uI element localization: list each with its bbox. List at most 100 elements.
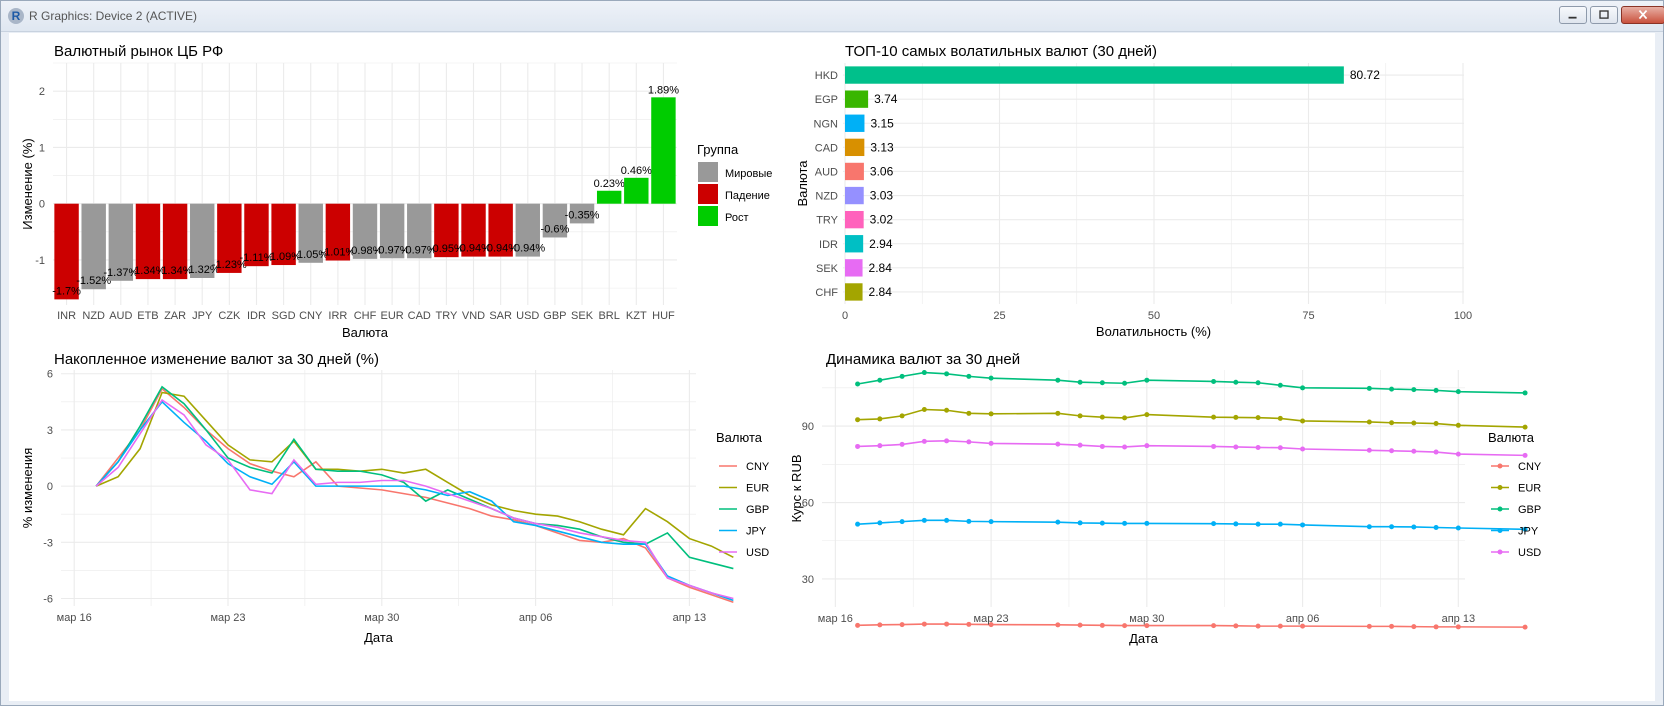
y-axis-title: Курс к RUB xyxy=(789,454,804,522)
bar-sek xyxy=(845,259,863,277)
y-tick-label: 0 xyxy=(47,481,53,493)
y-tick-label: EGP xyxy=(815,94,838,106)
data-point-gbp xyxy=(966,373,972,379)
bar-nzd xyxy=(81,203,106,290)
data-point-gbp xyxy=(855,381,861,387)
x-tick-label: CAD xyxy=(408,310,431,322)
data-point-usd xyxy=(877,443,883,449)
x-tick-label: апр 13 xyxy=(673,612,706,624)
series-line-jpy xyxy=(95,400,734,602)
data-label: -1.37% xyxy=(103,267,138,279)
data-point-cny xyxy=(1455,624,1461,630)
y-tick-label: CHF xyxy=(815,287,838,299)
x-tick-label: апр 13 xyxy=(1442,613,1475,625)
data-point-jpy xyxy=(899,519,905,525)
data-point-gbp xyxy=(1433,387,1439,393)
x-tick-label: INR xyxy=(57,310,76,322)
y-tick-label: 30 xyxy=(802,574,814,586)
data-point-jpy xyxy=(1233,521,1239,527)
data-point-usd xyxy=(966,439,972,445)
data-label: -1.09% xyxy=(266,251,301,263)
x-tick-label: CNY xyxy=(299,310,323,322)
data-point-eur xyxy=(1211,414,1217,420)
legend-label: EUR xyxy=(746,483,769,495)
bar-huf xyxy=(651,97,676,204)
data-label: -0.98% xyxy=(348,245,383,257)
y-tick-label: IDR xyxy=(819,239,838,251)
data-point-jpy xyxy=(1389,524,1395,530)
bar-idr xyxy=(244,203,269,267)
data-label: 0.23% xyxy=(594,178,625,190)
data-point-usd xyxy=(1300,446,1306,452)
data-label: 1.89% xyxy=(648,84,679,96)
data-label: 2.94 xyxy=(869,237,893,251)
x-tick-label: ZAR xyxy=(164,310,186,322)
data-label: -1.05% xyxy=(293,249,328,261)
bar-eur xyxy=(379,203,405,259)
data-point-eur xyxy=(855,417,861,423)
data-label: -0.35% xyxy=(565,209,600,221)
x-tick-label: KZT xyxy=(626,310,647,322)
bar-usd xyxy=(515,203,540,257)
bar-aud xyxy=(845,162,864,181)
data-point-jpy xyxy=(877,520,883,526)
data-point-jpy xyxy=(966,518,972,524)
bar-cad xyxy=(407,203,432,259)
data-point-eur xyxy=(1455,422,1461,428)
data-point-gbp xyxy=(1455,389,1461,395)
data-label: -1.32% xyxy=(185,264,220,276)
x-tick-label: ETB xyxy=(137,310,158,322)
data-point-gbp xyxy=(1144,377,1150,383)
data-label: -1.34% xyxy=(131,265,166,277)
bar-jpy xyxy=(190,203,215,278)
bar-brl xyxy=(596,190,622,204)
x-tick-label: CZK xyxy=(218,310,241,322)
y-tick-label: 1 xyxy=(39,142,45,154)
data-point-gbp xyxy=(921,370,927,376)
data-point-usd xyxy=(1411,448,1417,454)
data-point-usd xyxy=(1099,443,1105,449)
data-point-jpy xyxy=(1055,519,1061,525)
bar-sgd xyxy=(271,203,296,266)
minimize-button[interactable] xyxy=(1559,6,1587,24)
data-point-eur xyxy=(1122,415,1128,421)
y-tick-label: AUD xyxy=(815,166,838,178)
data-point-jpy xyxy=(1255,521,1261,527)
data-label: -0.97% xyxy=(375,244,410,256)
data-point-usd xyxy=(1389,448,1395,454)
minimize-icon xyxy=(1568,16,1577,19)
data-point-jpy xyxy=(1144,520,1150,526)
y-axis-title: % изменения xyxy=(20,448,35,528)
data-point-gbp xyxy=(1099,380,1105,386)
chart-title: Валютный рынок ЦБ РФ xyxy=(54,43,223,60)
y-tick-label: 3 xyxy=(47,425,53,437)
x-tick-label: HUF xyxy=(652,310,675,322)
chart-exchange-rates: 30 60 90 мар 16 мар 23 мар 30 апр 06 апр 13 Дина… xyxy=(789,351,1542,646)
y-axis-title: Изменение (%) xyxy=(20,138,35,229)
legend-title: Группа xyxy=(697,142,739,157)
x-tick-label: SGD xyxy=(272,310,296,322)
title-bar[interactable]: R R Graphics: Device 2 (ACTIVE) xyxy=(1,1,1664,32)
data-label: -0.94% xyxy=(510,243,545,255)
legend-label: CNY xyxy=(1518,461,1542,473)
close-button[interactable] xyxy=(1621,6,1664,24)
x-tick-label: TRY xyxy=(435,310,457,322)
data-label: 3.02 xyxy=(870,213,894,227)
data-point-usd xyxy=(988,440,994,446)
data-point-usd xyxy=(1255,444,1261,450)
close-icon xyxy=(1638,9,1648,20)
data-label: -1.52% xyxy=(76,275,111,287)
data-label: 0.46% xyxy=(621,165,652,177)
data-point-cny xyxy=(921,621,927,627)
data-label: 3.15 xyxy=(870,116,894,130)
data-point-jpy xyxy=(921,517,927,523)
data-point-eur xyxy=(1255,415,1261,421)
data-point-gbp xyxy=(944,371,950,377)
maximize-button[interactable] xyxy=(1590,6,1618,24)
data-point-eur xyxy=(1300,418,1306,424)
plot-surface: -1.7% INR -1.52% NZD -1.37% AUD -1.34% ETB -1.34… xyxy=(20,43,1542,646)
data-point-eur xyxy=(1433,421,1439,427)
data-point-cny xyxy=(1300,623,1306,629)
x-tick-label: IDR xyxy=(247,310,266,322)
